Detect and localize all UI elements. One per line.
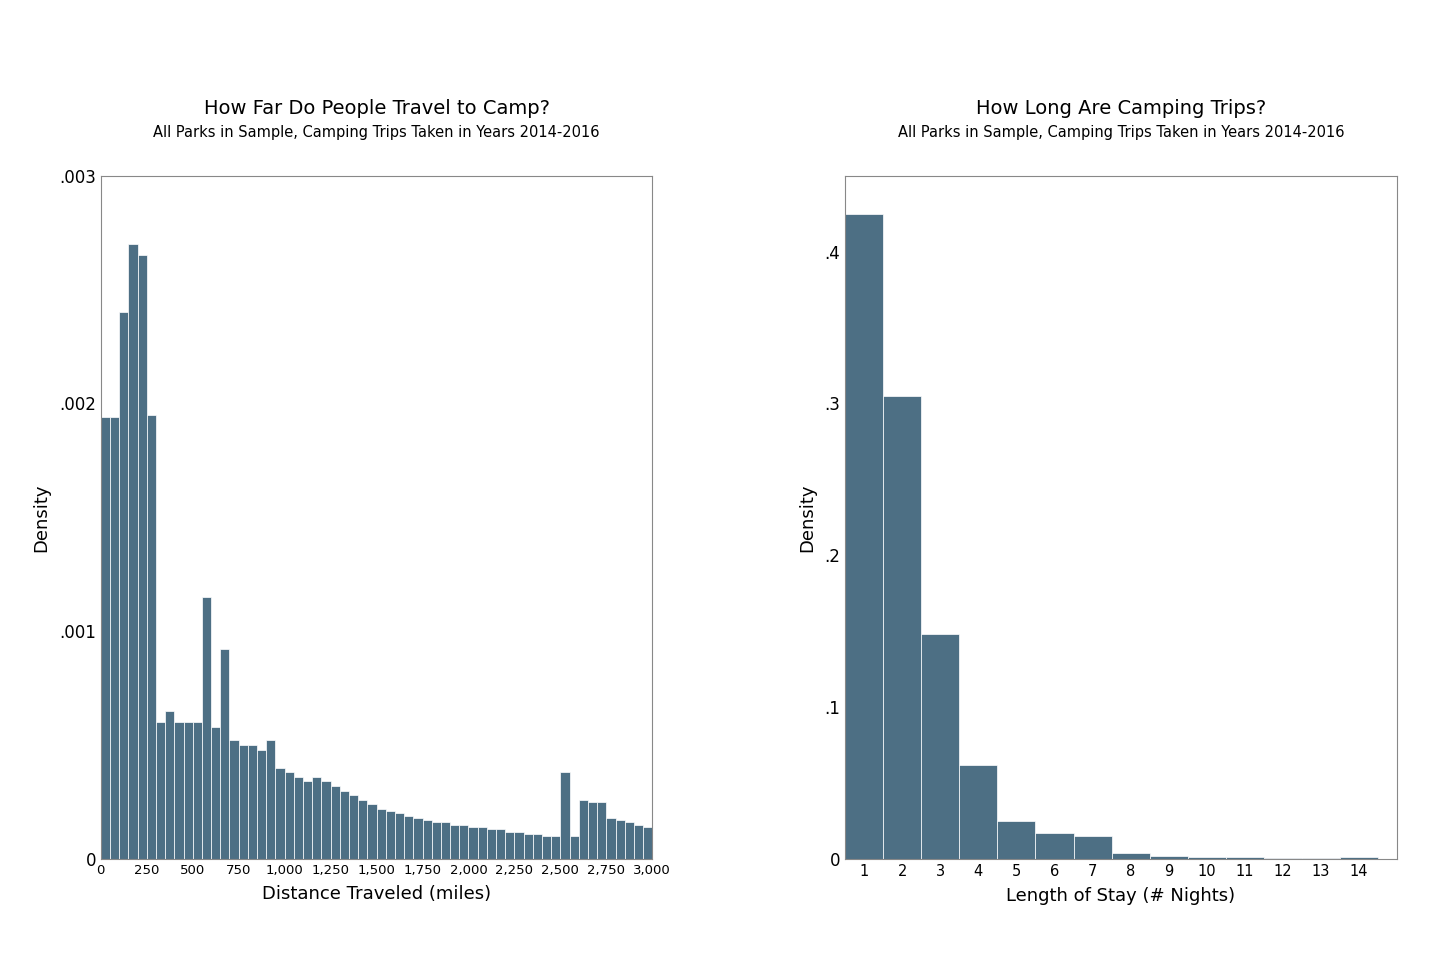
Bar <box>156 722 166 859</box>
Bar <box>533 834 541 859</box>
Bar <box>285 772 294 859</box>
Bar <box>570 836 579 859</box>
Bar <box>220 649 229 859</box>
Text: How Far Do People Travel to Camp?: How Far Do People Travel to Camp? <box>203 99 550 118</box>
Bar <box>634 825 644 859</box>
Y-axis label: Density: Density <box>33 483 50 551</box>
Bar <box>120 312 128 859</box>
Bar <box>487 830 495 859</box>
Bar <box>883 396 922 859</box>
Bar <box>524 834 533 859</box>
Bar <box>615 820 625 859</box>
Bar <box>459 825 468 859</box>
Bar <box>998 821 1035 859</box>
Bar <box>1035 834 1073 859</box>
Bar <box>359 799 367 859</box>
Bar <box>275 768 285 859</box>
X-axis label: Distance Traveled (miles): Distance Traveled (miles) <box>262 885 491 903</box>
Bar <box>147 415 156 859</box>
Title: All Parks in Sample, Camping Trips Taken in Years 2014-2016: All Parks in Sample, Camping Trips Taken… <box>153 125 600 140</box>
Y-axis label: Density: Density <box>798 483 816 551</box>
Bar <box>579 799 588 859</box>
Bar <box>367 804 376 859</box>
Bar <box>1188 857 1225 859</box>
Bar <box>212 727 220 859</box>
Bar <box>229 741 239 859</box>
Bar <box>514 832 524 859</box>
Bar <box>174 722 183 859</box>
X-axis label: Length of Stay (# Nights): Length of Stay (# Nights) <box>1007 887 1236 905</box>
Bar <box>128 244 138 859</box>
Bar <box>560 772 570 859</box>
Bar <box>552 836 560 859</box>
Bar <box>340 791 348 859</box>
Bar <box>505 832 514 859</box>
Bar <box>422 820 432 859</box>
Bar <box>202 597 212 859</box>
Bar <box>239 745 248 859</box>
Bar <box>468 827 478 859</box>
Bar <box>644 827 652 859</box>
Bar <box>193 722 202 859</box>
Bar <box>321 782 331 859</box>
Bar <box>413 818 422 859</box>
Bar <box>294 777 302 859</box>
Bar <box>1225 857 1264 859</box>
Bar <box>266 741 275 859</box>
Bar <box>441 823 451 859</box>
Bar <box>478 827 487 859</box>
Bar <box>312 777 321 859</box>
Bar <box>101 417 109 859</box>
Bar <box>166 711 174 859</box>
Bar <box>845 214 883 859</box>
Bar <box>588 802 598 859</box>
Bar <box>1112 853 1149 859</box>
Bar <box>922 634 959 859</box>
Bar <box>1149 856 1188 859</box>
Bar <box>959 765 998 859</box>
Bar <box>625 823 634 859</box>
Bar <box>495 830 505 859</box>
Bar <box>348 795 359 859</box>
Bar <box>541 836 552 859</box>
Bar <box>376 809 386 859</box>
Bar <box>331 786 340 859</box>
Text: How Long Are Camping Trips?: How Long Are Camping Trips? <box>976 99 1266 118</box>
Bar <box>248 745 258 859</box>
Bar <box>1339 857 1378 859</box>
Bar <box>183 722 193 859</box>
Bar <box>302 782 312 859</box>
Bar <box>598 802 606 859</box>
Bar <box>258 750 266 859</box>
Bar <box>395 813 405 859</box>
Bar <box>1073 836 1112 859</box>
Bar <box>606 818 615 859</box>
Bar <box>405 816 413 859</box>
Title: All Parks in Sample, Camping Trips Taken in Years 2014-2016: All Parks in Sample, Camping Trips Taken… <box>897 125 1345 140</box>
Bar <box>451 825 459 859</box>
Bar <box>109 417 120 859</box>
Bar <box>432 823 441 859</box>
Bar <box>386 811 395 859</box>
Bar <box>138 256 147 859</box>
